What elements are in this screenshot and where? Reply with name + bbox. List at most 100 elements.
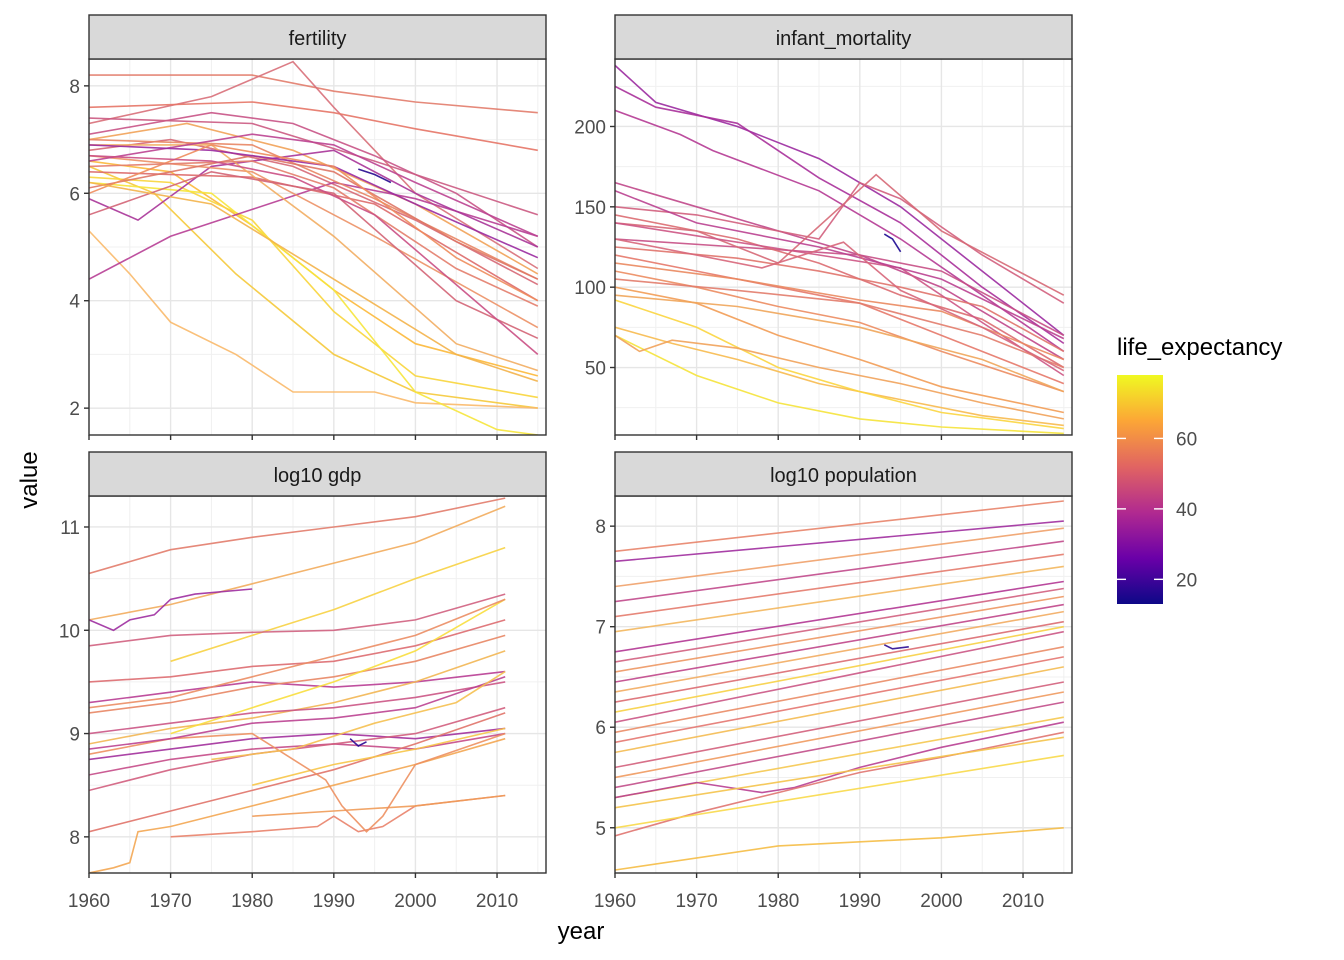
series-line (615, 181, 1065, 361)
x-tick-label: 2010 (476, 891, 518, 912)
series-line (170, 546, 506, 663)
series-lines (89, 60, 539, 435)
series-line (89, 144, 539, 302)
y-tick-label: 6 (595, 718, 606, 739)
series-line (615, 595, 1064, 673)
series-line (89, 176, 538, 399)
facet-strip (88, 451, 547, 497)
x-tick-label: 1970 (149, 891, 191, 912)
series-line (89, 634, 506, 714)
y-tick-label: 11 (60, 518, 80, 539)
series-line (615, 238, 1065, 372)
y-tick-label: 8 (69, 828, 80, 849)
y-tick-label: 8 (595, 517, 606, 538)
series-lines (615, 64, 1065, 435)
facet-strip-label: log10 gdp (274, 465, 362, 487)
series-line (89, 732, 506, 776)
x-tick-label: 1960 (68, 891, 110, 912)
x-tick-label: 1970 (675, 891, 717, 912)
series-line (615, 580, 1064, 653)
series-line (89, 171, 539, 302)
color-legend: life_expectancy 20 40 60 (1117, 334, 1282, 604)
series-line (615, 666, 1064, 754)
series-line (89, 732, 506, 833)
x-axis-title: year (558, 918, 605, 945)
series-line (349, 738, 367, 747)
series-line (615, 278, 1065, 369)
legend-ticks: 20 40 60 (1117, 429, 1197, 591)
series-line (170, 794, 506, 838)
series-line (615, 190, 1065, 340)
series-line (89, 101, 538, 152)
x-tick-label: 1960 (594, 891, 636, 912)
series-line (615, 701, 1064, 789)
legend-tick-label: 60 (1176, 429, 1197, 450)
y-tick-label: 100 (574, 278, 606, 299)
series-line (89, 170, 539, 340)
series-line (252, 727, 506, 786)
series-line (89, 593, 506, 647)
series-line (89, 181, 539, 280)
series-line (89, 737, 506, 873)
x-tick-label: 1980 (757, 891, 799, 912)
series-line (615, 630, 1064, 723)
series-line (615, 625, 1064, 713)
panel-background (89, 496, 546, 873)
series-line (615, 610, 1064, 693)
facet-panel-0: fertility 2 4 6 8 (69, 14, 547, 440)
series-line (89, 122, 539, 275)
series-line (615, 565, 1064, 633)
y-tick-label: 8 (69, 77, 80, 98)
series-line (89, 154, 539, 356)
series-line (615, 656, 1064, 744)
series-line (615, 540, 1064, 603)
color-bar (1117, 375, 1163, 604)
series-line (89, 598, 506, 709)
facet-strip (614, 14, 1073, 60)
series-line (615, 827, 1064, 871)
facet-strip-label: infant_mortality (776, 28, 912, 50)
series-line (89, 60, 539, 270)
series-line (89, 154, 539, 280)
series-line (615, 527, 1064, 588)
series-line (89, 74, 538, 114)
y-axis-title: value (16, 451, 43, 508)
y-tick-label: 4 (69, 292, 80, 313)
panel-background (615, 496, 1072, 873)
series-line (615, 222, 1065, 377)
x-tick-label: 1980 (231, 891, 273, 912)
series-lines (89, 497, 506, 873)
series-line (615, 520, 1064, 563)
series-line (615, 254, 1065, 385)
series-line (89, 588, 253, 632)
x-tick-label: 1990 (839, 891, 881, 912)
y-tick-label: 7 (595, 618, 606, 639)
x-tick-label: 2000 (920, 891, 962, 912)
facet-strip (88, 14, 547, 60)
series-line (89, 138, 539, 280)
series-line (615, 553, 1064, 618)
series-line (615, 587, 1064, 663)
series-line (615, 326, 1064, 427)
facet-panel-2: log10 gdp 8 9 10 11 1960 1970 1980 1990 2000 2010 (59, 451, 547, 912)
y-tick-label: 150 (574, 198, 606, 219)
series-line (211, 670, 506, 761)
series-line (615, 334, 1064, 420)
legend-title: life_expectancy (1117, 334, 1282, 361)
series-line (89, 505, 506, 621)
series-line (89, 727, 506, 761)
series-line (89, 111, 539, 248)
series-line (89, 165, 538, 409)
series-line (615, 64, 1065, 337)
series-line (615, 270, 1065, 393)
series-line (615, 500, 1064, 553)
series-line (615, 173, 1065, 296)
series-line (89, 681, 506, 735)
series-line (883, 233, 902, 253)
series-line (615, 646, 1064, 734)
series-line (615, 620, 1064, 703)
series-line (615, 721, 1064, 799)
series-line (170, 598, 506, 735)
series-line (615, 691, 1064, 779)
series-line (883, 644, 909, 650)
